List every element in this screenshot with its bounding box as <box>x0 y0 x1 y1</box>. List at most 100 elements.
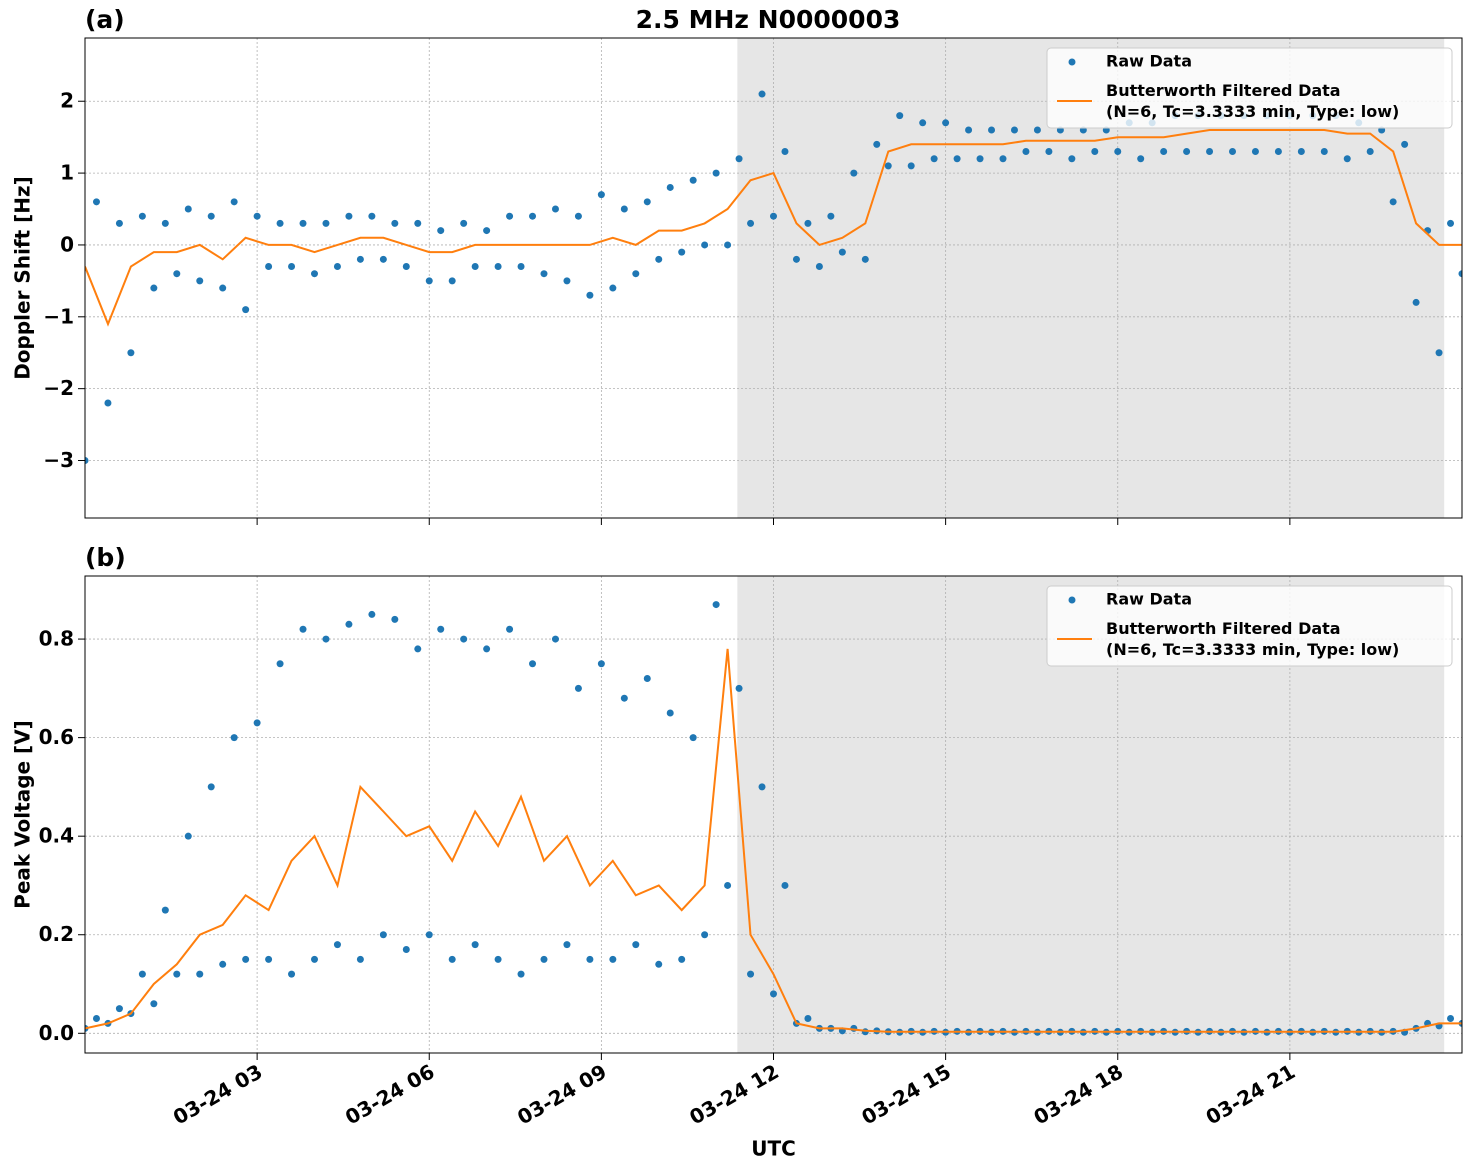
raw-point <box>184 832 192 840</box>
raw-point <box>207 783 215 791</box>
raw-point <box>747 219 755 227</box>
x-tick-label: 03-24 15 <box>857 1059 955 1129</box>
raw-point <box>437 227 445 235</box>
raw-point <box>1160 148 1168 156</box>
filtered-line <box>85 648 1462 1033</box>
raw-point <box>827 212 835 220</box>
raw-point <box>1229 148 1236 156</box>
raw-point <box>437 625 445 633</box>
raw-point <box>150 284 158 292</box>
raw-point <box>219 960 227 968</box>
y-axis-label: Peak Voltage [V] <box>11 720 35 909</box>
legend-marker <box>1068 58 1076 66</box>
raw-point <box>230 198 238 206</box>
raw-point <box>414 645 422 653</box>
raw-point <box>976 155 984 163</box>
raw-point <box>1401 140 1409 148</box>
raw-point <box>724 881 732 889</box>
raw-point <box>609 284 617 292</box>
raw-point <box>265 955 273 963</box>
x-tick-label: 03-24 06 <box>341 1059 439 1129</box>
raw-point <box>276 219 284 227</box>
raw-point <box>253 719 261 727</box>
raw-point <box>529 660 537 668</box>
raw-point <box>138 970 146 978</box>
raw-point <box>299 625 307 633</box>
raw-point <box>471 263 479 271</box>
raw-point <box>919 119 927 127</box>
raw-point <box>620 205 628 213</box>
raw-point <box>92 198 100 206</box>
raw-point <box>551 205 559 213</box>
raw-point <box>770 212 777 220</box>
raw-point <box>345 212 353 220</box>
raw-point <box>1274 148 1282 156</box>
raw-point <box>356 255 364 263</box>
raw-point <box>425 931 433 939</box>
raw-point <box>460 219 468 227</box>
y-tick-label: 0 <box>60 232 74 256</box>
raw-point <box>368 610 376 618</box>
raw-point <box>586 955 594 963</box>
raw-point <box>494 263 502 271</box>
raw-point <box>632 941 640 949</box>
raw-point <box>574 684 582 692</box>
raw-point <box>1091 148 1099 156</box>
raw-point <box>781 881 789 889</box>
y-tick-label: 1 <box>60 161 74 185</box>
raw-point <box>1366 148 1374 156</box>
y-tick-label: −1 <box>43 304 74 328</box>
raw-point <box>402 263 410 271</box>
raw-point <box>758 90 766 98</box>
plot-frame <box>84 37 1463 519</box>
raw-point <box>678 248 686 256</box>
y-tick-label: 0.4 <box>39 824 74 848</box>
raw-point <box>104 399 112 407</box>
raw-point <box>138 212 146 220</box>
filtered-line <box>85 129 1462 327</box>
raw-point <box>483 645 491 653</box>
raw-point <box>712 169 720 177</box>
legend-label: Raw Data <box>1106 52 1192 71</box>
raw-point <box>460 635 468 643</box>
raw-point <box>333 941 341 949</box>
y-tick-label: 0.2 <box>39 922 74 946</box>
raw-point <box>632 270 640 278</box>
legend-box <box>1046 47 1453 129</box>
raw-point <box>1206 148 1214 156</box>
raw-point <box>873 140 881 148</box>
raw-point <box>884 162 892 170</box>
raw-point <box>85 457 89 465</box>
raw-point <box>735 684 743 692</box>
y-tick-label: 0.0 <box>39 1021 74 1045</box>
raw-point <box>276 660 284 668</box>
x-tick-label: 03-24 21 <box>1202 1059 1300 1129</box>
raw-point <box>712 601 720 609</box>
legend-marker <box>1068 596 1076 604</box>
raw-point <box>230 734 238 742</box>
y-tick-label: −2 <box>43 376 74 400</box>
raw-point <box>161 219 169 227</box>
legend-label-line: Butterworth Filtered Data <box>1106 81 1341 100</box>
raw-point <box>655 255 663 263</box>
raw-point <box>540 270 548 278</box>
raw-point <box>322 219 330 227</box>
raw-point <box>1447 1015 1455 1023</box>
raw-point <box>379 931 387 939</box>
raw-point <box>1412 298 1420 306</box>
raw-point <box>207 212 215 220</box>
raw-point <box>379 255 387 263</box>
raw-point <box>999 155 1007 163</box>
chart-title: 2.5 MHz N0000003 <box>636 5 901 34</box>
x-tick-label: 03-24 12 <box>685 1059 783 1129</box>
y-tick-label: 0.8 <box>39 627 74 651</box>
legend-label-line: (N=6, Tc=3.3333 min, Type: low) <box>1106 640 1399 659</box>
raw-point <box>356 955 364 963</box>
raw-point <box>333 263 341 271</box>
raw-point <box>701 241 709 249</box>
raw-point <box>735 155 743 163</box>
raw-point <box>1297 148 1305 156</box>
raw-point <box>563 941 571 949</box>
raw-point <box>184 205 192 213</box>
raw-point <box>1343 155 1351 163</box>
